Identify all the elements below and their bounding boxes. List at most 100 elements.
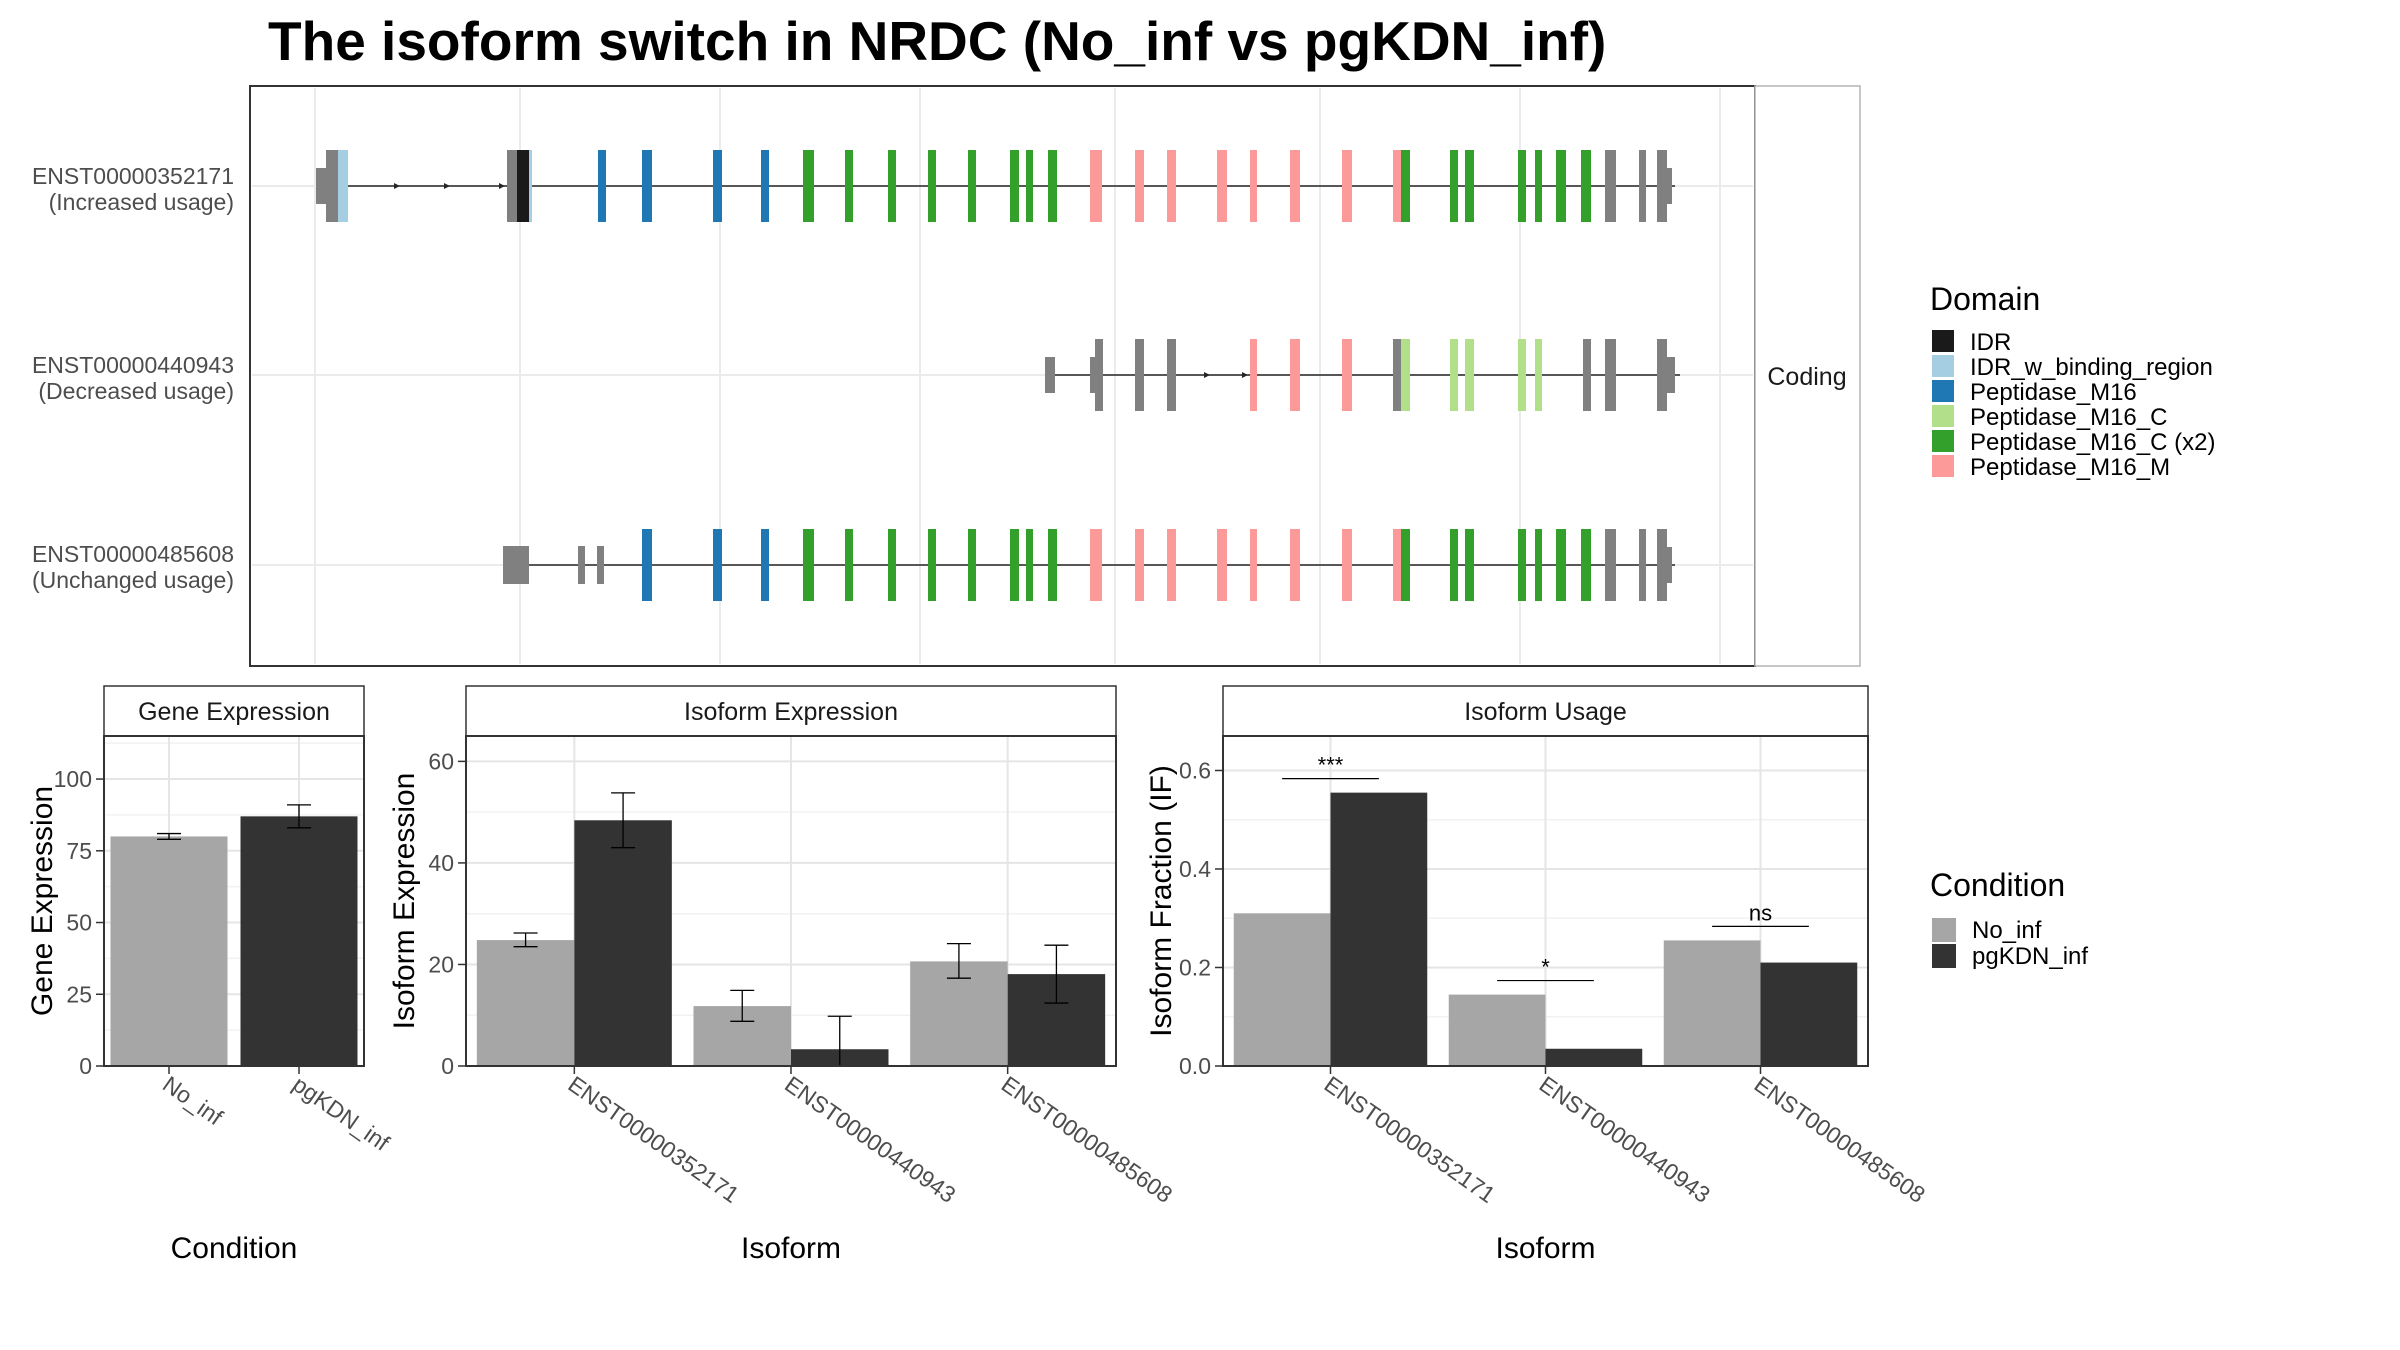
- legend-label-m16: Peptidase_M16: [1970, 379, 2137, 406]
- isoform-usage-label-1: (Increased usage): [49, 189, 234, 215]
- isoform-usage-ytick-label-1: 0.2: [1179, 954, 1211, 980]
- exon-2-5: [1250, 339, 1257, 411]
- isoform-usage-bar-1-0: [1448, 994, 1546, 1066]
- exon-3-17: [1217, 529, 1227, 601]
- isoform-expression-xtick-label-2: ENST00000485608: [997, 1071, 1177, 1208]
- legend-label-m16m: Peptidase_M16_M: [1970, 454, 2170, 481]
- isoform-usage-frame: [1222, 735, 1869, 1067]
- exon-3-8: [888, 529, 896, 601]
- exon-2-14: [1583, 339, 1591, 411]
- exon-3-6: [803, 529, 814, 601]
- exon-1-11: [803, 150, 814, 222]
- isoform-labels: ENST00000352171 (Increased usage) ENST00…: [32, 163, 234, 593]
- exon-1-12: [845, 150, 853, 222]
- isoform-label-2: ENST00000440943: [32, 352, 234, 378]
- intron-arrow-icon-2-0: [1204, 372, 1210, 378]
- legend-label-idr-binding: IDR_w_binding_region: [1970, 354, 2213, 381]
- legend-swatch-m16c-x2: [1932, 430, 1954, 452]
- exon-3-21: [1393, 529, 1401, 601]
- exon-1-16: [1010, 150, 1019, 222]
- exon-1-35: [1639, 150, 1646, 222]
- isoform-expression-xtick-label-0: ENST00000352171: [563, 1071, 743, 1208]
- gene-expression-bar-1: [240, 816, 358, 1066]
- gene-expression-ytick-label-0: 0: [79, 1053, 92, 1079]
- exon-1-28: [1450, 150, 1458, 222]
- exon-1-23: [1250, 150, 1257, 222]
- exon-3-13: [1048, 529, 1057, 601]
- exon-3-5: [761, 529, 769, 601]
- exon-2-1: [1090, 357, 1098, 393]
- exon-3-30: [1639, 529, 1646, 601]
- exon-1-7: [598, 150, 606, 222]
- isoform-usage-ytick-label-0: 0.0: [1179, 1053, 1211, 1079]
- isoform-usage-label-3: (Unchanged usage): [32, 567, 234, 593]
- exon-1-21: [1167, 150, 1176, 222]
- exon-3-12: [1026, 529, 1033, 601]
- exon-3-7: [845, 529, 853, 601]
- exon-2-12: [1518, 339, 1526, 411]
- exon-3-4: [713, 529, 722, 601]
- exon-2-16: [1657, 339, 1667, 411]
- gene-expression-ytick-label-2: 50: [66, 910, 92, 936]
- exon-3-24: [1465, 529, 1474, 601]
- gene-expression-ytick-label-3: 75: [66, 838, 92, 864]
- exon-1-2: [338, 150, 348, 222]
- exon-3-18: [1250, 529, 1257, 601]
- exon-3-2: [597, 546, 604, 584]
- legend-label-no-inf: No_inf: [1972, 917, 2042, 944]
- exon-2-8: [1393, 339, 1401, 411]
- exon-1-32: [1556, 150, 1566, 222]
- exon-1-37: [1667, 168, 1672, 204]
- intron-arrow-icon-1-2: [499, 183, 505, 189]
- gene-expression-yaxis-title: Gene Expression: [26, 786, 59, 1016]
- exon-1-33: [1581, 150, 1591, 222]
- exon-1-9: [713, 150, 722, 222]
- exon-1-17: [1026, 150, 1033, 222]
- exon-1-5: [525, 150, 531, 222]
- gene-expression-xtick-label-0: No_inf: [158, 1071, 228, 1131]
- isoform-usage-bar-0-0: [1233, 913, 1331, 1066]
- legend-label-m16c: Peptidase_M16_C: [1970, 404, 2167, 431]
- exon-2-3: [1135, 339, 1144, 411]
- exon-1-30: [1518, 150, 1526, 222]
- exon-3-19: [1290, 529, 1300, 601]
- gene-expression-panel: Gene Expression 0 25 50 75 100 No_inf pgKDN_inf…: [26, 685, 395, 1265]
- exon-1-20: [1135, 150, 1144, 222]
- exon-1-3: [507, 150, 517, 222]
- exon-3-0: [503, 546, 529, 584]
- exon-1-29: [1465, 150, 1474, 222]
- intron-arrow-icon-2-1: [1242, 372, 1248, 378]
- isoform-usage-bar-2-1: [1760, 962, 1858, 1066]
- isoform-usage-panel: Isoform Usage 0.0 0.2 0.4 0.6 *** ENST00000352…: [1145, 685, 1930, 1265]
- isoform-usage-sig-label-0: ***: [1318, 753, 1344, 778]
- exon-1-31: [1535, 150, 1542, 222]
- isoform-usage-strip-label: Isoform Usage: [1464, 698, 1627, 726]
- gene-expression-strip-label: Gene Expression: [138, 698, 330, 726]
- exon-2-11: [1465, 339, 1474, 411]
- figure-title: The isoform switch in NRDC (No_inf vs pg…: [268, 10, 1606, 72]
- gene-expression-strip: [103, 685, 365, 737]
- legend-label-idr: IDR: [1970, 329, 2011, 356]
- exon-1-8: [642, 150, 652, 222]
- exon-3-20: [1342, 529, 1352, 601]
- exon-3-32: [1667, 547, 1672, 583]
- exon-2-15: [1605, 339, 1616, 411]
- exon-1-13: [888, 150, 896, 222]
- exon-2-6: [1290, 339, 1300, 411]
- isoform-expression-frame: [465, 735, 1117, 1067]
- exon-3-1: [578, 546, 585, 584]
- exon-2-2: [1095, 339, 1103, 411]
- exon-3-23: [1450, 529, 1458, 601]
- isoform-usage-yaxis-title: Isoform Fraction (IF): [1145, 765, 1178, 1037]
- isoform-label-1: ENST00000352171: [32, 163, 234, 189]
- gene-expression-frame: [103, 735, 365, 1067]
- isoform-usage-strip: [1222, 685, 1869, 737]
- exon-3-25: [1518, 529, 1526, 601]
- gene-expression-bar-0: [110, 836, 228, 1066]
- legend-swatch-m16c: [1932, 405, 1954, 427]
- isoform-usage-ytick-label-3: 0.6: [1179, 757, 1211, 783]
- isoform-usage-bar-1-1: [1545, 1048, 1643, 1066]
- exon-1-14: [928, 150, 936, 222]
- legend-label-m16c-x2: Peptidase_M16_C (x2): [1970, 429, 2215, 456]
- exon-1-24: [1290, 150, 1300, 222]
